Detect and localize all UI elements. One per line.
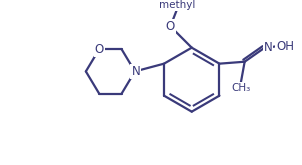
Text: methyl: methyl <box>159 0 195 10</box>
Text: N: N <box>131 65 140 78</box>
Text: CH₃: CH₃ <box>231 83 250 93</box>
Text: OH: OH <box>276 40 294 53</box>
Text: O: O <box>95 43 104 56</box>
Text: O: O <box>166 20 175 33</box>
Text: N: N <box>130 65 139 78</box>
Text: N: N <box>264 41 272 54</box>
